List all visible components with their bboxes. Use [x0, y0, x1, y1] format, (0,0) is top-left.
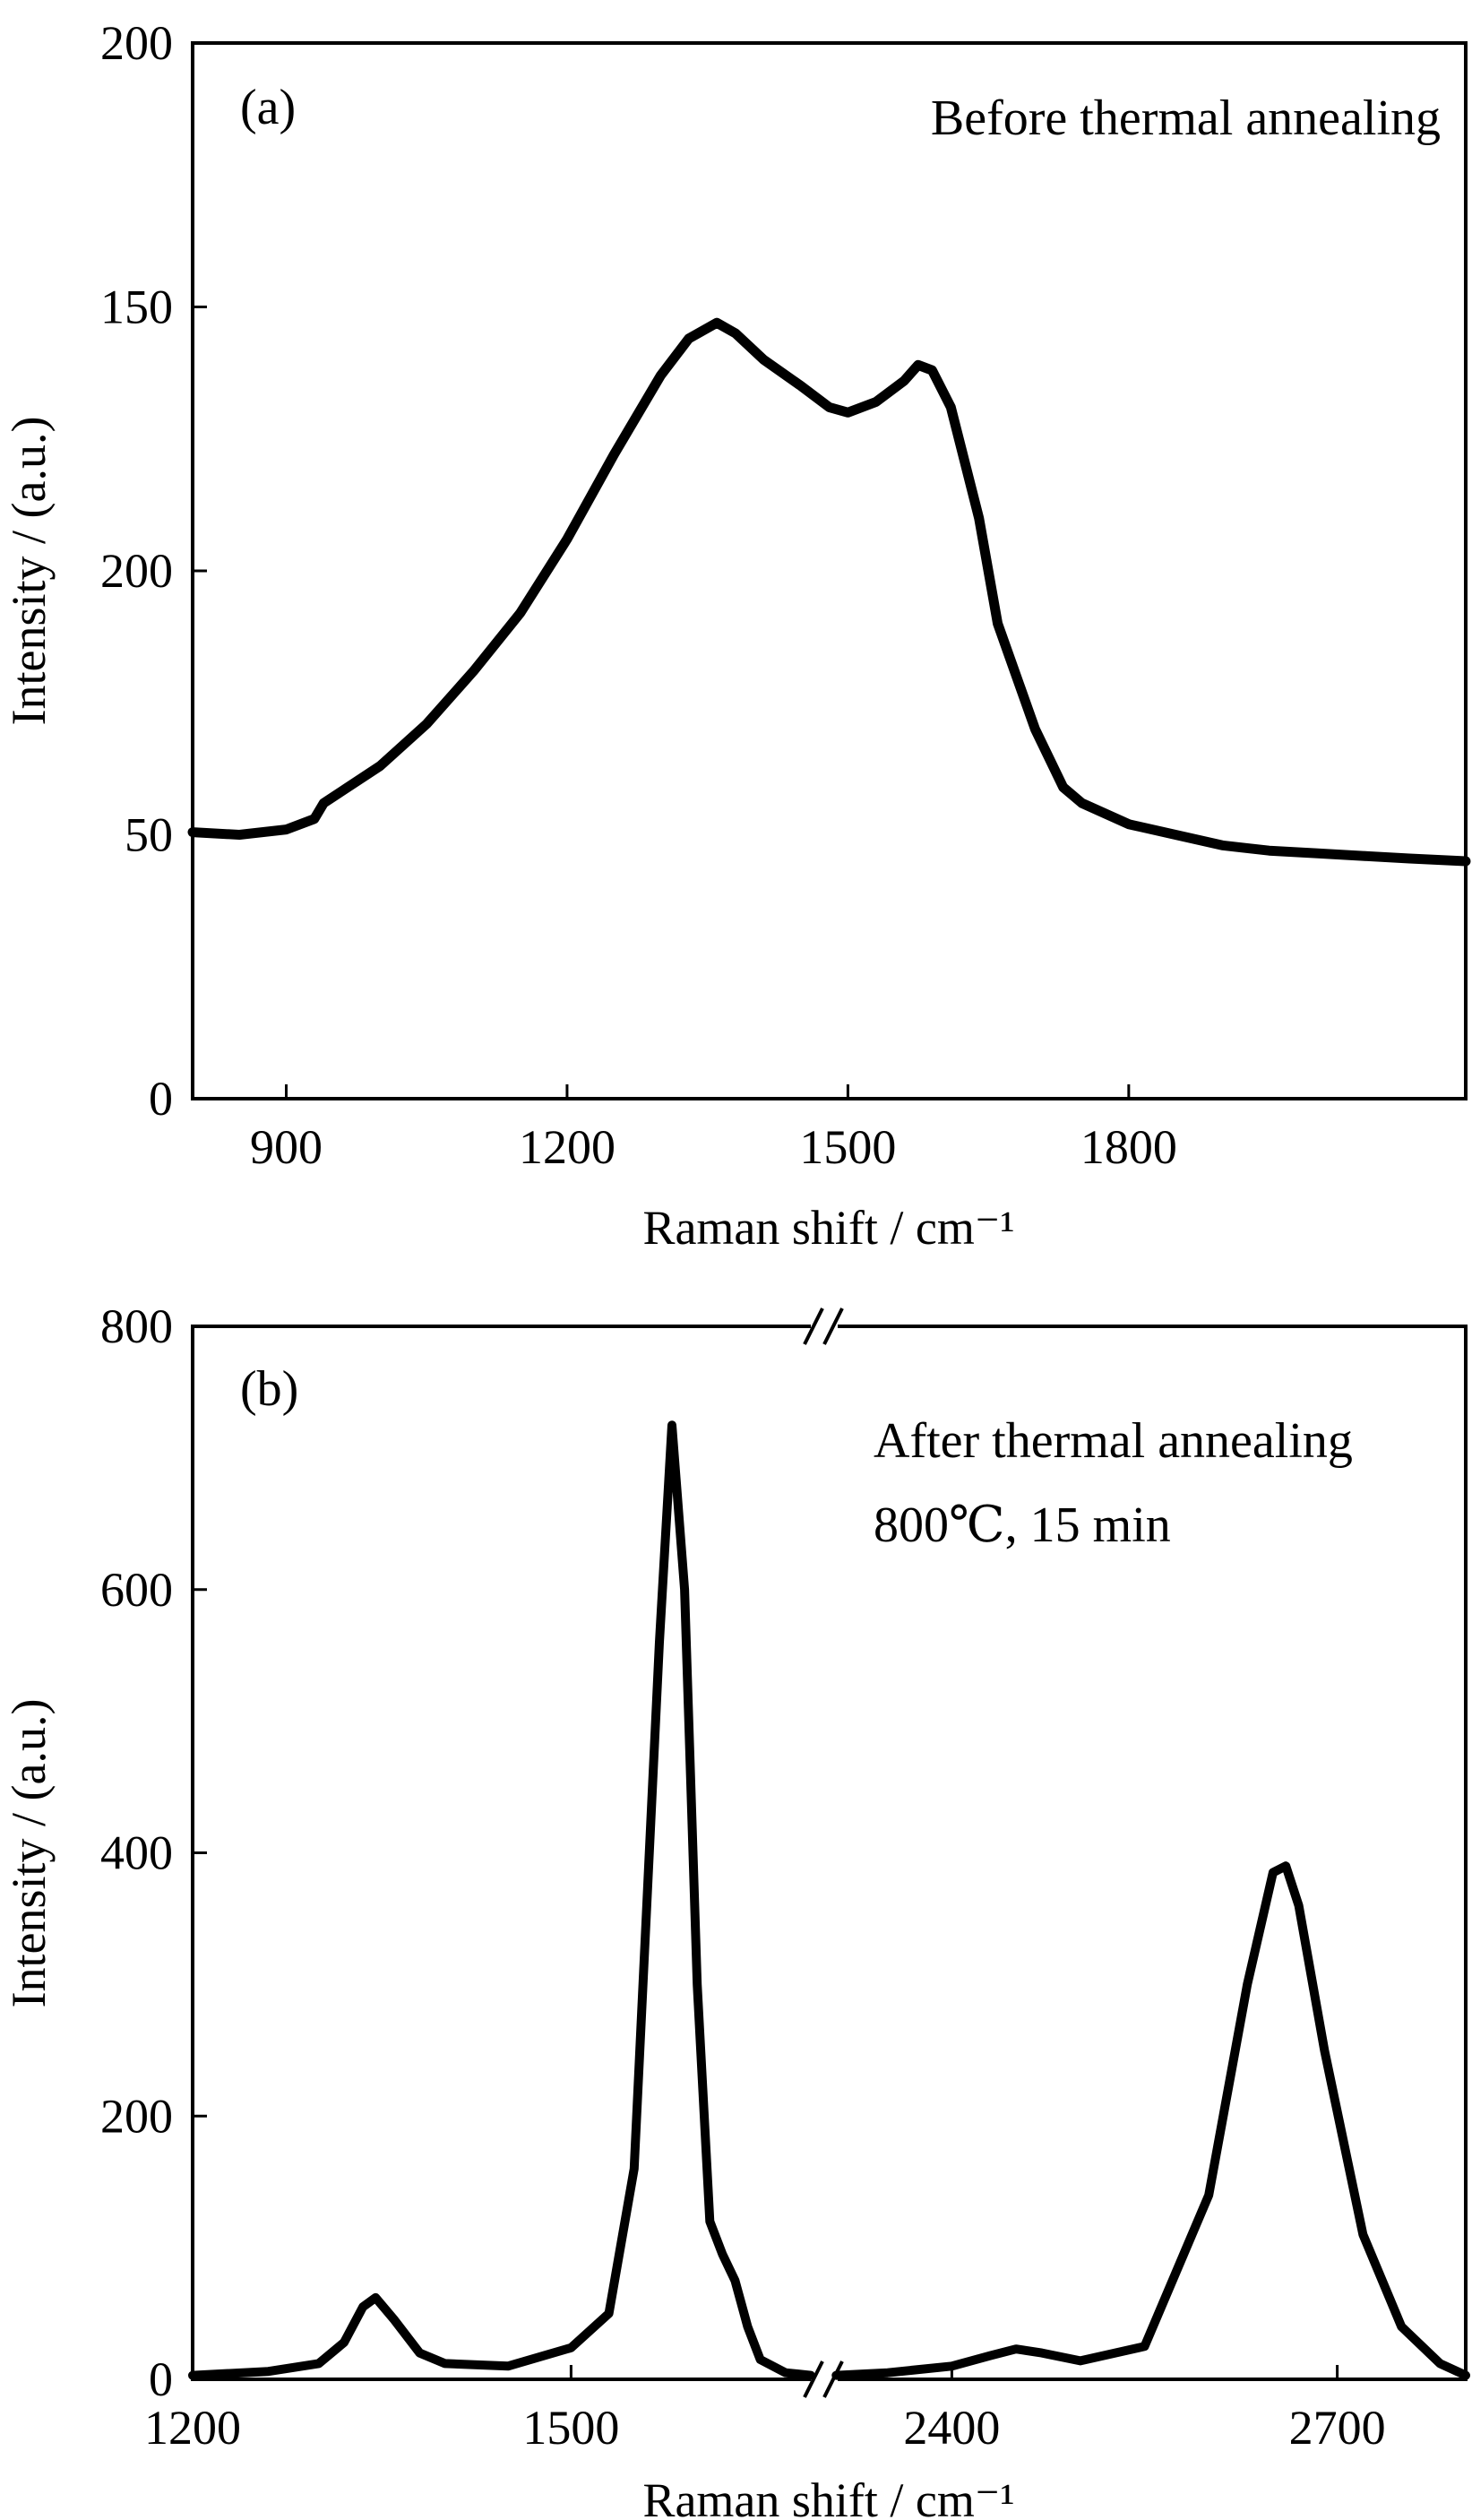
panel-b-plot-area	[188, 1420, 1470, 2380]
panel-b-y-axis-title: Intensity / (a.u.)	[2, 1699, 56, 2008]
panel-b-x-tick-label: 2700	[1289, 2401, 1386, 2455]
panel-a-y-tick-label: 50	[125, 808, 173, 862]
panel-b-spectrum-line	[188, 1420, 815, 2380]
panel-a-x-tick-label: 900	[250, 1120, 323, 1174]
panel-a-x-tick-label: 1200	[519, 1120, 615, 1174]
panel-b-y-tick-label: 800	[100, 1299, 173, 1353]
panel-a-y-axis-title: Intensity / (a.u.)	[2, 417, 56, 726]
panel-b-x-tick-label: 1500	[522, 2401, 619, 2455]
panel-a: 900 1200 1500 1800 0 50 200 150 200 (a) Before t…	[2, 16, 1471, 1255]
panel-a-y-tick-label: 150	[100, 280, 173, 334]
panel-a-axis-marks: 900 1200 1500 1800 0 50 200 150 200	[100, 16, 1177, 1174]
panel-a-x-axis-title: Raman shift / cm⁻¹	[642, 1201, 1014, 1255]
panel-b-y-tick-label: 600	[100, 1563, 173, 1617]
panel-b-annotation-line2: 800℃, 15 min	[874, 1497, 1171, 1553]
panel-b-spectrum-line	[831, 1861, 1470, 2380]
axis-break-top-icon	[803, 1307, 844, 1345]
axis-break-bottom-icon	[803, 2360, 844, 2398]
panel-a-y-tick-label: 0	[149, 1072, 173, 1126]
panel-b-axis-marks: 1200 1500 2400 2700 0 200 400 600 800	[100, 1299, 1386, 2455]
panel-a-x-tick-label: 1500	[799, 1120, 896, 1174]
panel-b-y-tick-label: 0	[149, 2352, 173, 2406]
panel-a-y-tick-label: 200	[100, 544, 173, 598]
panel-a-frame	[191, 41, 1468, 1100]
panel-a-y-tick-label: 200	[100, 16, 173, 70]
panel-a-plot-area	[187, 317, 1471, 867]
panel-b-y-tick-label: 400	[100, 1826, 173, 1880]
panel-b-x-tick-label: 2400	[903, 2401, 1000, 2455]
panel-b-y-tick-label: 200	[100, 2089, 173, 2143]
panel-b-x-axis-title: Raman shift / cm⁻¹	[642, 2473, 1014, 2520]
panel-a-spectrum-line	[187, 317, 1471, 867]
panel-a-x-tick-label: 1800	[1080, 1120, 1177, 1174]
panel-a-label: (a)	[240, 80, 296, 135]
panel-b: 1200 1500 2400 2700 0 200 400 600 800 (b) After …	[2, 1299, 1470, 2520]
panel-b-label: (b)	[240, 1361, 298, 1417]
panel-b-annotation-line1: After thermal annealing	[874, 1413, 1353, 1469]
panel-a-annotation: Before thermal annealing	[931, 91, 1441, 146]
panel-b-x-tick-label: 1200	[144, 2401, 241, 2455]
panel-b-frame	[191, 1325, 1468, 2381]
